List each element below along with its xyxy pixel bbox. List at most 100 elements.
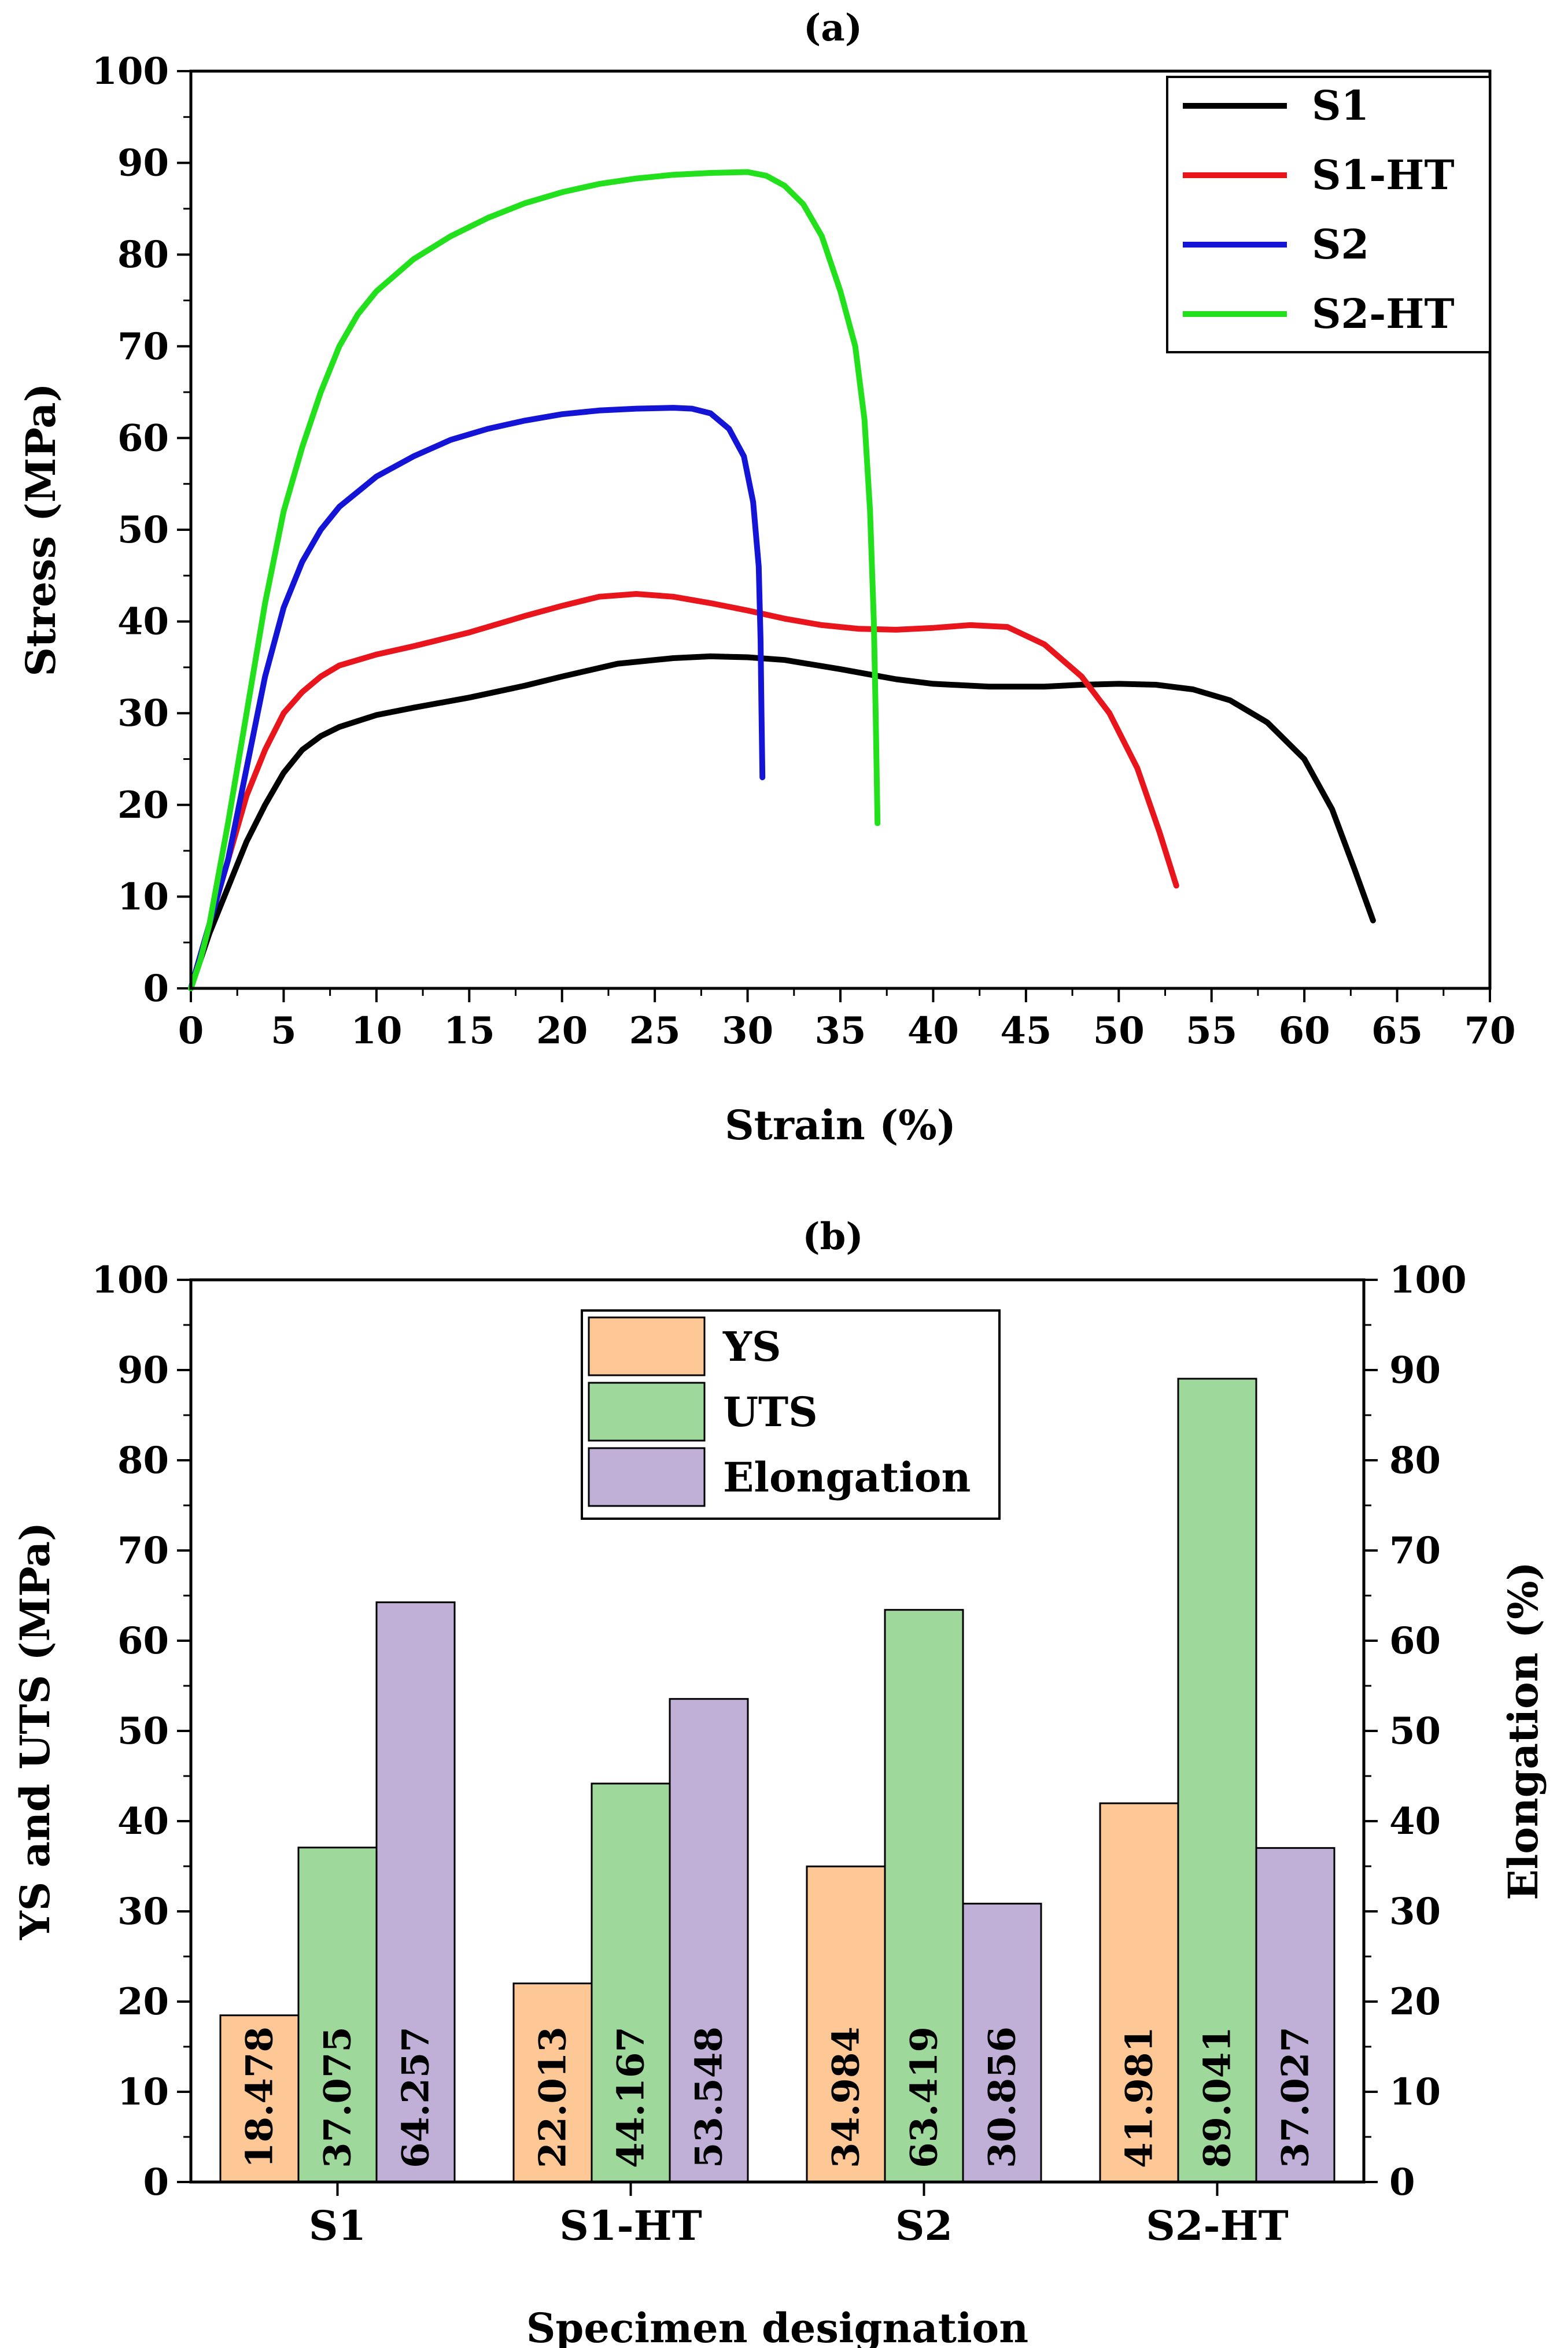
chart-b-legend: YS UTS Elongation	[581, 1309, 1001, 1520]
series-line-s2-ht	[188, 169, 881, 991]
chart-b-x-tick-label: S2	[895, 2202, 953, 2250]
data-label-ys-s2: 34.984	[825, 2026, 868, 2168]
chart-a-x-tick-label: 30	[722, 1009, 773, 1053]
chart-a: (a) 0 5 10 15 20 25 30 35 40 45 50 55 60 65 70 0 10 20 30 4…	[17, 6, 1516, 1149]
chart-a-x-tick-label: 5	[271, 1009, 297, 1053]
chart-b-y2-tick-label: 40	[1389, 1800, 1441, 1843]
chart-b-y-tick-label: 30	[117, 1890, 169, 1933]
legend-label-s1-ht: S1-HT	[1312, 151, 1455, 199]
chart-b-x-tick-label: S1-HT	[559, 2202, 702, 2250]
chart-b-x-tick-label: S2-HT	[1146, 2202, 1289, 2250]
bar-ys-s2	[806, 1865, 886, 2183]
series-line-s2	[188, 405, 766, 991]
chart-b-y-tick-label: 10	[117, 2070, 169, 2114]
chart-a-y-tick-label: 20	[117, 784, 169, 827]
chart-b-y2-tick-label: 70	[1389, 1529, 1441, 1572]
data-label-uts-s2-ht: 89.041	[1196, 2026, 1239, 2168]
bar-elongation-s2-ht	[1255, 1847, 1335, 2183]
bar-elongation-s1	[375, 1601, 456, 2183]
chart-b-bars: 18.478 37.075 64.257 22.013 44.167 53.548 34.9…	[219, 1378, 1335, 2183]
chart-b-y2-tick-label: 100	[1389, 1258, 1467, 1302]
chart-b-y2-tick-label: 50	[1389, 1710, 1441, 1753]
chart-b-y-tick-label: 60	[117, 1619, 169, 1663]
legend-label-elongation: Elongation	[723, 1453, 971, 1501]
legend-swatch-ys	[588, 1316, 706, 1376]
chart-b-plot-frame	[189, 1278, 1366, 2184]
chart-b-y2-tick-label: 30	[1389, 1890, 1441, 1933]
chart-a-x-tick-label: 45	[1000, 1009, 1052, 1053]
chart-b-x-axis-label: Specimen designation	[526, 2304, 1028, 2348]
chart-b-y-tick-label: 20	[117, 1980, 169, 2024]
chart-a-y-tick-label: 10	[117, 875, 169, 918]
chart-a-x-tick-label: 55	[1186, 1009, 1237, 1053]
chart-a-y-tick-label: 90	[117, 142, 169, 185]
data-label-elongation-s2-ht: 37.027	[1274, 2026, 1318, 2168]
chart-b-y-tick-label: 80	[117, 1439, 169, 1482]
chart-b-y-tick-label: 50	[117, 1710, 169, 1753]
bar-elongation-s1-ht	[669, 1698, 749, 2183]
chart-a-x-tick-label: 20	[536, 1009, 588, 1053]
chart-b-y-tick-label: 90	[117, 1349, 169, 1392]
chart-a-x-tick-label: 60	[1279, 1009, 1330, 1053]
chart-b-ticks: 0 0 10 10 20 20 30 30 40 40 50 50 60 60 70 70 80 80 90 90 10…	[91, 1258, 1466, 2250]
data-label-uts-s1: 37.075	[316, 2026, 360, 2168]
legend-swatch-uts	[588, 1382, 706, 1442]
data-label-elongation-s1: 64.257	[394, 2026, 438, 2168]
chart-b-y2-tick-label: 90	[1389, 1349, 1441, 1392]
chart-b-x-tick-label: S1	[309, 2202, 366, 2250]
chart-a-y-tick-label: 30	[117, 692, 169, 735]
chart-b-y2-tick-label: 20	[1389, 1980, 1441, 2024]
chart-a-y-tick-label: 80	[117, 233, 169, 276]
legend-label-uts: UTS	[723, 1388, 818, 1436]
chart-b-y2-tick-label: 80	[1389, 1439, 1441, 1482]
data-label-ys-s1-ht: 22.013	[532, 2026, 575, 2168]
chart-b-y2-tick-label: 60	[1389, 1619, 1441, 1663]
chart-b-y2-tick-label: 0	[1389, 2161, 1415, 2204]
chart-a-x-tick-label: 70	[1464, 1009, 1515, 1053]
legend-label-s1: S1	[1312, 82, 1369, 130]
chart-a-x-tick-label: 50	[1093, 1009, 1145, 1053]
chart-a-x-tick-label: 35	[814, 1009, 866, 1053]
legend-label-ys: YS	[722, 1323, 781, 1371]
chart-a-y-tick-label: 60	[117, 416, 169, 460]
chart-b-y-axis-label: YS and UTS (MPa)	[11, 1522, 59, 1940]
bar-uts-s2-ht	[1177, 1378, 1257, 2183]
legend-swatch-elongation	[588, 1447, 706, 1507]
chart-a-legend-box	[1166, 76, 1491, 353]
legend-label-s2: S2	[1312, 220, 1369, 268]
bar-elongation-s2	[962, 1903, 1042, 2183]
series-line-s1-ht	[188, 591, 1179, 991]
data-label-uts-s1-ht: 44.167	[610, 2026, 653, 2168]
data-label-ys-s1: 18.478	[238, 2026, 282, 2168]
chart-a-y-tick-label: 50	[117, 508, 169, 552]
chart-a-x-axis-label: Strain (%)	[725, 1101, 956, 1149]
data-label-elongation-s1-ht: 53.548	[688, 2026, 731, 2168]
chart-a-x-tick-label: 40	[907, 1009, 959, 1053]
chart-b-y2-axis-label: Elongation (%)	[1499, 1561, 1547, 1900]
bar-ys-s2-ht	[1099, 1802, 1179, 2183]
chart-a-x-tick-label: 25	[629, 1009, 681, 1053]
chart-a-y-tick-label: 100	[91, 50, 169, 93]
chart-a-y-tick-label: 70	[117, 325, 169, 368]
legend-label-s2-ht: S2-HT	[1312, 290, 1455, 338]
chart-b-title: (b)	[802, 1215, 863, 1258]
chart-b-y-tick-label: 40	[117, 1800, 169, 1843]
data-label-ys-s2-ht: 41.981	[1118, 2026, 1161, 2168]
series-line-s1	[188, 653, 1376, 991]
chart-a-x-tick-label: 15	[444, 1009, 495, 1053]
chart-b-y-tick-label: 70	[117, 1529, 169, 1572]
bar-uts-s2	[884, 1609, 964, 2183]
chart-a-x-tick-label: 10	[351, 1009, 402, 1053]
chart-a-y-tick-label: 40	[117, 600, 169, 644]
chart-a-title: (a)	[803, 6, 862, 50]
chart-a-y-tick-label: 0	[143, 967, 169, 1010]
chart-b: (b) 0 0 10 10 20 20 30 30 40 40 50 50 60 60 70 70 80 80 90…	[11, 1215, 1547, 2348]
data-label-elongation-s2: 30.856	[981, 2026, 1024, 2168]
chart-b-y-tick-label: 100	[91, 1258, 169, 1302]
chart-b-y2-tick-label: 10	[1389, 2070, 1441, 2114]
chart-a-ticks: 0 5 10 15 20 25 30 35 40 45 50 55 60 65 70 0 10 20 30 40 50 6…	[91, 50, 1515, 1053]
chart-a-legend: S1 S1-HT S2 S2-HT	[1166, 76, 1491, 353]
chart-a-lines	[188, 169, 1376, 991]
data-label-uts-s2: 63.419	[903, 2026, 946, 2168]
